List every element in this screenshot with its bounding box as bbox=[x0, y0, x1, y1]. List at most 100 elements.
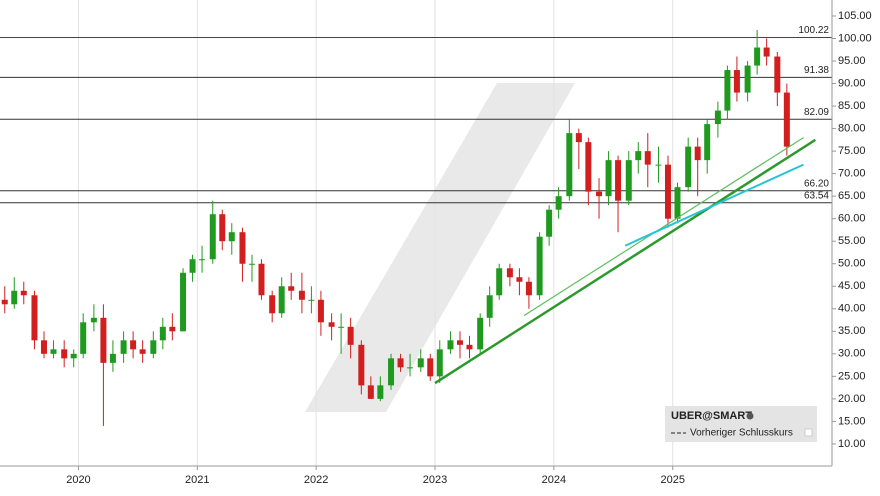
level-label: 91.38 bbox=[804, 65, 829, 76]
candle-body bbox=[159, 326, 166, 341]
candle-body bbox=[239, 232, 246, 264]
candle-body bbox=[575, 133, 582, 143]
candle-body bbox=[466, 344, 473, 350]
x-tick-label: 2024 bbox=[542, 474, 566, 486]
candle-body bbox=[417, 358, 424, 368]
candle-body bbox=[80, 322, 87, 354]
candle-body bbox=[724, 70, 731, 111]
candle-body bbox=[61, 349, 68, 359]
candle-body bbox=[744, 65, 751, 93]
candle-body bbox=[436, 349, 443, 377]
legend-icon bbox=[746, 412, 754, 420]
candle-body bbox=[100, 317, 107, 363]
legend-label: UBER@SMART bbox=[671, 410, 752, 422]
x-tick-label: 2025 bbox=[660, 474, 684, 486]
candle-body bbox=[447, 340, 454, 350]
candle-body bbox=[1, 299, 8, 305]
candle-body bbox=[70, 353, 77, 359]
trend-line bbox=[523, 137, 804, 317]
candle-body bbox=[704, 124, 711, 161]
y-tick-label: 85.00 bbox=[838, 100, 866, 112]
trend-line bbox=[434, 138, 817, 385]
candle-body bbox=[536, 236, 543, 296]
candle-body bbox=[605, 160, 612, 197]
trend-line bbox=[624, 163, 804, 247]
candle-body bbox=[169, 326, 176, 332]
candle-body bbox=[328, 322, 335, 327]
candle-body bbox=[358, 344, 365, 386]
x-tick-label: 2022 bbox=[304, 474, 328, 486]
candle-body bbox=[714, 110, 721, 125]
y-tick-label: 55.00 bbox=[838, 235, 866, 247]
y-tick-label: 80.00 bbox=[838, 123, 866, 135]
candle-body bbox=[278, 286, 285, 314]
y-tick-label: 70.00 bbox=[838, 168, 866, 180]
candle-body bbox=[367, 385, 374, 399]
candle-body bbox=[180, 272, 187, 332]
level-label: 82.09 bbox=[804, 107, 829, 118]
candle-body bbox=[31, 295, 38, 341]
y-tick-label: 95.00 bbox=[838, 55, 866, 67]
candle-body bbox=[130, 340, 137, 350]
candle-body bbox=[566, 133, 573, 197]
y-tick-label: 35.00 bbox=[838, 325, 866, 337]
watermark bbox=[305, 83, 575, 412]
candle-body bbox=[516, 277, 523, 282]
y-tick-label: 20.00 bbox=[838, 393, 866, 405]
y-tick-label: 60.00 bbox=[838, 213, 866, 225]
candle-body bbox=[585, 142, 592, 192]
candle-body bbox=[397, 358, 404, 368]
candle-body bbox=[120, 340, 127, 354]
candle-body bbox=[40, 340, 47, 354]
candle-body bbox=[20, 290, 27, 296]
candle-body bbox=[199, 259, 206, 261]
y-tick-label: 40.00 bbox=[838, 303, 866, 315]
candle-body bbox=[407, 367, 414, 369]
level-label: 100.22 bbox=[798, 25, 829, 36]
candle-body bbox=[50, 349, 57, 354]
legend-checkbox[interactable] bbox=[804, 428, 813, 437]
candle-body bbox=[477, 317, 484, 350]
candle-body bbox=[674, 187, 681, 219]
x-tick-label: 2020 bbox=[66, 474, 90, 486]
candle-body bbox=[258, 263, 265, 296]
candle-body bbox=[625, 160, 632, 201]
candle-body bbox=[754, 47, 761, 66]
candle-body bbox=[525, 281, 532, 296]
y-tick-label: 30.00 bbox=[838, 348, 866, 360]
candle-body bbox=[555, 196, 562, 210]
candle-body bbox=[11, 290, 18, 305]
y-tick-label: 45.00 bbox=[838, 280, 866, 292]
y-tick-label: 100.00 bbox=[838, 32, 872, 44]
y-tick-label: 105.00 bbox=[838, 10, 872, 22]
candle-body bbox=[496, 268, 503, 296]
candle-body bbox=[308, 299, 315, 301]
y-tick-label: 50.00 bbox=[838, 258, 866, 270]
candle-body bbox=[377, 385, 384, 399]
x-tick-label: 2023 bbox=[423, 474, 447, 486]
candle-body bbox=[635, 151, 642, 161]
candle-body bbox=[219, 214, 226, 242]
candle-body bbox=[269, 295, 276, 314]
y-tick-label: 10.00 bbox=[838, 438, 866, 450]
candle-body bbox=[694, 146, 701, 161]
candle-body bbox=[774, 56, 781, 93]
candle-body bbox=[655, 164, 662, 166]
y-tick-label: 15.00 bbox=[838, 415, 866, 427]
candle-body bbox=[783, 92, 790, 147]
candle-body bbox=[664, 164, 671, 219]
candle-body bbox=[209, 214, 216, 260]
candle-body bbox=[733, 70, 740, 93]
legend: UBER@SMART Vorheriger Schlusskurs bbox=[665, 406, 817, 442]
y-tick-label: 90.00 bbox=[838, 77, 866, 89]
legend-label: Vorheriger Schlusskurs bbox=[690, 428, 793, 439]
candle-body bbox=[456, 340, 463, 345]
y-tick-label: 25.00 bbox=[838, 370, 866, 382]
x-tick-label: 2021 bbox=[185, 474, 209, 486]
candle-body bbox=[427, 358, 434, 377]
candle-body bbox=[90, 317, 97, 323]
candle-body bbox=[347, 326, 354, 345]
